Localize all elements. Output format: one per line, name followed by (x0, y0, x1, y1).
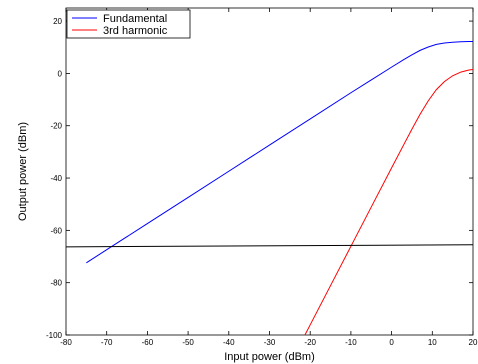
y-tick-label: 20 (53, 17, 62, 26)
x-tick-label: 20 (469, 338, 478, 347)
y-axis: -100 -80 -60 -40 -20 0 20 (46, 17, 473, 340)
fundamental-line (86, 40, 473, 264)
x-tick-label: -60 (142, 338, 154, 347)
x-tick-label: 10 (428, 338, 437, 347)
legend-box (66, 9, 191, 39)
y-tick-label: 0 (58, 69, 63, 78)
y-axis-label: Output power (dBm) (17, 122, 29, 221)
y-tick-label: -20 (50, 122, 62, 131)
series-layer (65, 40, 474, 336)
x-tick-label: -20 (304, 338, 316, 347)
y-tick-label: -60 (50, 226, 62, 235)
x-tick-label: -70 (101, 338, 113, 347)
x-tick-label: 0 (389, 338, 394, 347)
x-tick-label: -80 (60, 338, 72, 347)
y-tick-label: -80 (50, 279, 62, 288)
x-axis: -80 -70 -60 -50 -40 -30 -20 -10 0 10 20 (60, 8, 478, 347)
reference-line (65, 244, 474, 248)
y-tick-label: -100 (46, 331, 63, 340)
x-tick-label: -10 (345, 338, 357, 347)
x-tick-label: -30 (264, 338, 276, 347)
x-axis-label: Input power (dBm) (224, 351, 314, 363)
plot-area (65, 7, 474, 336)
legend-entry: Fundamental (103, 13, 167, 25)
3rd-harmonic-line (304, 68, 474, 336)
legend-entry: 3rd harmonic (103, 25, 168, 37)
x-tick-label: -50 (182, 338, 194, 347)
x-tick-label: -40 (223, 338, 235, 347)
y-tick-label: -40 (50, 174, 62, 183)
